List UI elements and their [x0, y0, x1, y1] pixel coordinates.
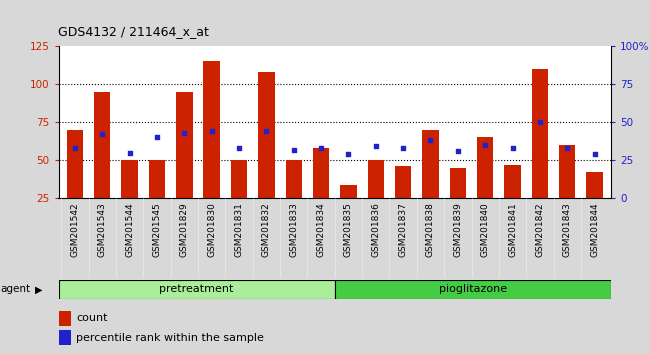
Point [261, 129, 272, 134]
Text: GSM201544: GSM201544 [125, 202, 134, 257]
Text: agent: agent [1, 284, 31, 295]
Bar [559, 145, 575, 236]
Point [562, 145, 573, 151]
Text: GSM201836: GSM201836 [371, 202, 380, 257]
Point [124, 150, 135, 155]
Text: GSM201834: GSM201834 [317, 202, 326, 257]
Point [398, 145, 408, 151]
Text: GSM201543: GSM201543 [98, 202, 107, 257]
Text: GSM201835: GSM201835 [344, 202, 353, 257]
Text: GSM201542: GSM201542 [70, 202, 79, 257]
Point [452, 148, 463, 154]
Bar [532, 69, 548, 236]
Bar [258, 72, 274, 236]
Text: GSM201844: GSM201844 [590, 202, 599, 257]
Bar [122, 160, 138, 236]
Point [234, 145, 244, 151]
Text: GDS4132 / 211464_x_at: GDS4132 / 211464_x_at [58, 25, 209, 38]
Text: GSM201545: GSM201545 [153, 202, 161, 257]
Bar [504, 165, 521, 236]
Text: GSM201829: GSM201829 [180, 202, 188, 257]
Text: GSM201842: GSM201842 [536, 202, 545, 257]
Point [289, 147, 299, 152]
Point [179, 130, 190, 136]
Bar [67, 130, 83, 236]
Bar [231, 160, 247, 236]
Point [590, 151, 600, 157]
Bar [285, 160, 302, 236]
Point [316, 145, 326, 151]
Text: ▶: ▶ [35, 284, 43, 295]
Point [370, 144, 381, 149]
Bar [477, 137, 493, 236]
Text: GSM201841: GSM201841 [508, 202, 517, 257]
Point [207, 129, 217, 134]
Text: GSM201839: GSM201839 [453, 202, 462, 257]
Bar [58, 280, 335, 299]
Point [70, 145, 80, 151]
Point [425, 138, 436, 143]
Point [480, 142, 490, 148]
Bar [313, 148, 330, 236]
Bar [203, 61, 220, 236]
Text: pioglitazone: pioglitazone [439, 284, 507, 295]
Bar [422, 130, 439, 236]
Text: pretreatment: pretreatment [159, 284, 234, 295]
Text: percentile rank within the sample: percentile rank within the sample [76, 333, 264, 343]
Bar [586, 172, 603, 236]
Point [343, 151, 354, 157]
Bar [450, 168, 466, 236]
Bar [176, 92, 192, 236]
Bar [367, 160, 384, 236]
Text: GSM201832: GSM201832 [262, 202, 271, 257]
Bar [58, 330, 71, 345]
Bar [149, 160, 165, 236]
Bar [58, 311, 71, 326]
Bar [335, 280, 611, 299]
Text: GSM201840: GSM201840 [481, 202, 489, 257]
Bar [395, 166, 411, 236]
Bar [340, 184, 357, 236]
Text: GSM201833: GSM201833 [289, 202, 298, 257]
Point [151, 135, 162, 140]
Text: count: count [76, 314, 108, 324]
Text: GSM201843: GSM201843 [563, 202, 572, 257]
Point [535, 119, 545, 125]
Text: GSM201838: GSM201838 [426, 202, 435, 257]
Text: GSM201831: GSM201831 [235, 202, 244, 257]
Text: GSM201830: GSM201830 [207, 202, 216, 257]
Point [508, 145, 518, 151]
Point [97, 131, 107, 137]
Bar [94, 92, 111, 236]
Text: GSM201837: GSM201837 [398, 202, 408, 257]
